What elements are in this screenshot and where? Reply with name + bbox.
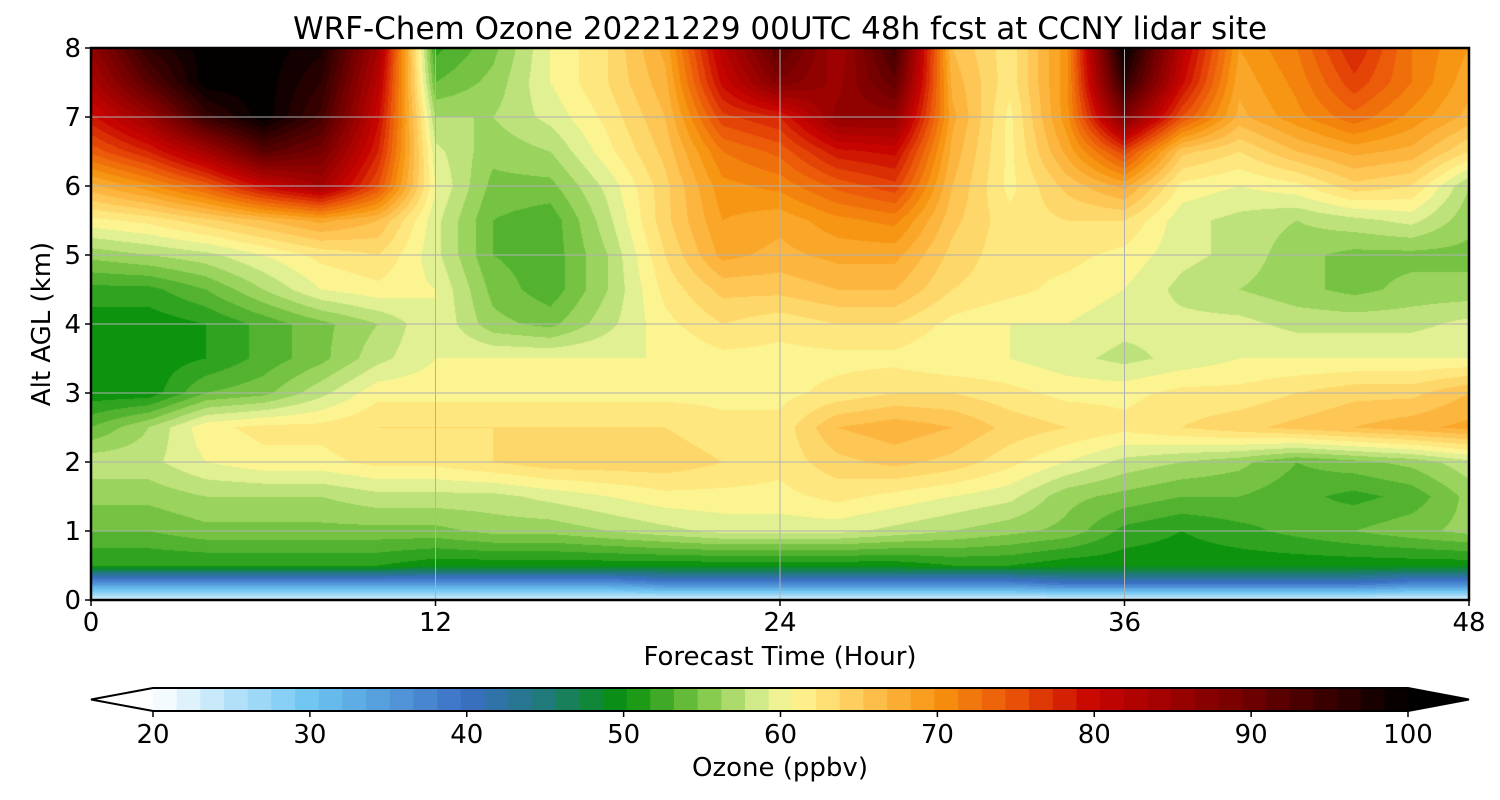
colorbar-tick-label: 80 <box>1078 720 1111 750</box>
colorbar-segment <box>934 688 959 711</box>
colorbar-tick-label: 20 <box>136 720 169 750</box>
colorbar-segment <box>224 688 249 711</box>
colorbar-segment <box>1100 688 1125 711</box>
colorbar-segment <box>697 688 722 711</box>
colorbar-segment <box>744 688 770 711</box>
colorbar-segment <box>318 688 344 711</box>
colorbar-segment <box>1360 688 1385 711</box>
colorbar-segment <box>271 688 296 711</box>
y-tick-label: 3 <box>64 379 81 409</box>
colorbar-low-extend-arrow <box>91 688 153 711</box>
colorbar-segment <box>792 688 817 711</box>
colorbar-segment <box>816 688 841 711</box>
colorbar-segment <box>863 688 888 711</box>
colorbar-segment <box>1171 688 1196 711</box>
x-axis-ticks: 0 12 24 36 48 <box>83 600 1486 638</box>
colorbar-segment <box>366 688 391 711</box>
colorbar-segment <box>1242 688 1267 711</box>
colorbar-segment <box>721 688 746 711</box>
colorbar-tick-label: 60 <box>764 720 797 750</box>
y-tick-label: 4 <box>64 310 81 340</box>
y-axis-label: Alt AGL (km) <box>27 242 57 406</box>
x-tick-label: 12 <box>419 608 452 638</box>
colorbar-segment <box>460 688 486 711</box>
x-tick-label: 0 <box>83 608 100 638</box>
colorbar-tick-label: 50 <box>607 720 640 750</box>
colorbar-tick-label: 90 <box>1235 720 1268 750</box>
colorbar-segment <box>153 688 178 711</box>
colorbar-segment <box>673 688 699 711</box>
x-tick-label: 36 <box>1108 608 1141 638</box>
colorbar-segment <box>1076 688 1101 711</box>
x-tick-label: 24 <box>763 608 796 638</box>
colorbar-segment <box>981 688 1007 711</box>
y-tick-label: 8 <box>64 34 81 64</box>
colorbar-label: Ozone (ppbv) <box>692 753 868 783</box>
colorbar-segment <box>295 688 320 711</box>
colorbar-segment <box>1289 688 1314 711</box>
y-tick-label: 0 <box>64 586 81 616</box>
colorbar-tick-label: 30 <box>293 720 326 750</box>
colorbar-segment <box>342 688 367 711</box>
colorbar-segment <box>247 688 272 711</box>
colorbar-segment <box>1123 688 1149 711</box>
colorbar-tick-label: 100 <box>1383 720 1433 750</box>
colorbar-segment <box>958 688 983 711</box>
y-axis-ticks: 0 1 2 3 4 5 6 7 8 <box>64 34 91 616</box>
colorbar-segment <box>1313 688 1338 711</box>
colorbar-segment <box>1029 688 1054 711</box>
colorbar-segment <box>389 688 415 711</box>
colorbar-segment <box>1052 688 1078 711</box>
colorbar-segment <box>176 688 201 711</box>
y-tick-label: 6 <box>64 172 81 202</box>
colorbar-segment <box>887 688 912 711</box>
colorbar-segment <box>839 688 864 711</box>
colorbar-tick-label: 70 <box>921 720 954 750</box>
colorbar-segment <box>1336 688 1362 711</box>
colorbar-segment <box>555 688 580 711</box>
colorbar-segment <box>484 688 509 711</box>
colorbar-segment <box>626 688 651 711</box>
colorbar-segment <box>579 688 604 711</box>
colorbar-segment <box>508 688 533 711</box>
y-tick-label: 2 <box>64 448 81 478</box>
chart-title: WRF-Chem Ozone 20221229 00UTC 48h fcst a… <box>293 11 1267 47</box>
colorbar-segment <box>1384 688 1409 711</box>
colorbar-segment <box>768 688 793 711</box>
y-tick-label: 7 <box>64 103 81 133</box>
colorbar-segment <box>1005 688 1030 711</box>
colorbar-segment <box>910 688 936 711</box>
x-tick-label: 48 <box>1452 608 1485 638</box>
colorbar-segment <box>531 688 557 711</box>
y-tick-label: 5 <box>64 241 81 271</box>
colorbar-segment <box>1265 688 1291 711</box>
y-tick-label: 1 <box>64 517 81 547</box>
colorbar-high-extend-arrow <box>1408 688 1469 711</box>
x-axis-label: Forecast Time (Hour) <box>643 642 916 672</box>
colorbar-segment <box>1147 688 1172 711</box>
colorbar-segment <box>1218 688 1243 711</box>
colorbar-tick-label: 40 <box>450 720 483 750</box>
colorbar-segment <box>413 688 438 711</box>
colorbar <box>90 687 1470 712</box>
colorbar-segment <box>1194 688 1220 711</box>
colorbar-segment <box>602 688 628 711</box>
colorbar-ticks: 20 30 40 50 60 70 80 90 100 <box>136 711 1433 750</box>
colorbar-segment <box>437 688 462 711</box>
colorbar-segment <box>200 688 225 711</box>
colorbar-segment <box>650 688 675 711</box>
